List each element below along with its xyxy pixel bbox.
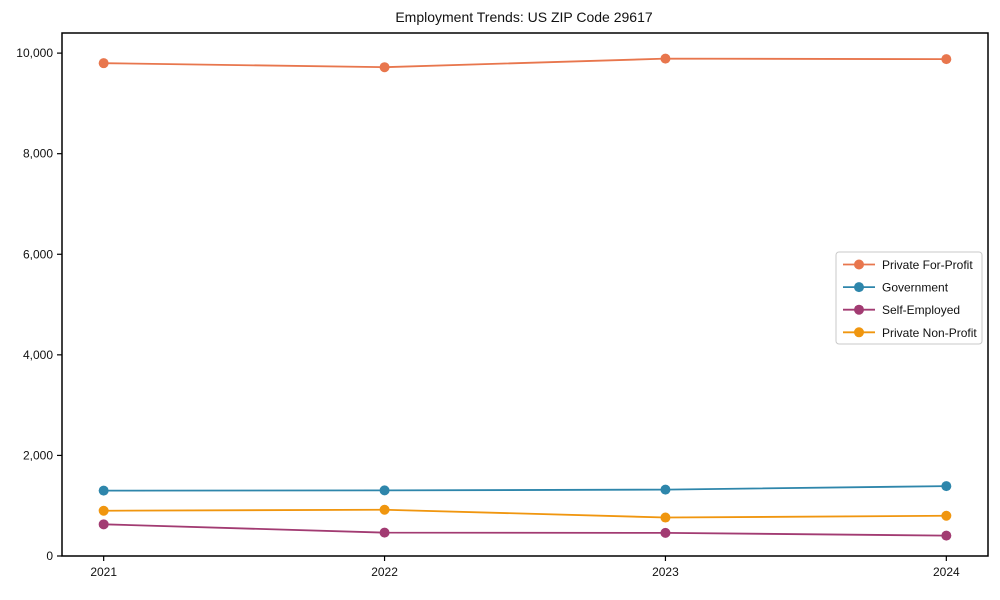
data-point-government-2023: [660, 484, 671, 495]
chart-title: Employment Trends: US ZIP Code 29617: [395, 9, 653, 25]
data-point-self-employed-2023: [660, 527, 671, 538]
plot-area: 0 2,000 4,000 6,000 8,000 10,000 2021 2022 2023 2…: [16, 32, 989, 579]
legend-marker-icon-private-non-profit: [854, 327, 864, 338]
data-point-private-for-profit-2022: [379, 62, 390, 73]
x-axis-tick-label: 2022: [371, 565, 398, 579]
series-line-private-non-profit: [103, 508, 947, 519]
legend-marker-icon-self-employed: [854, 304, 864, 315]
data-point-private-non-profit-2021: [98, 505, 109, 516]
legend-label-private-non-profit: Private Non-Profit: [882, 326, 977, 340]
x-axis-tick-label: 2024: [933, 565, 960, 579]
x-axis-tick-label: 2021: [90, 565, 117, 579]
data-point-private-non-profit-2024: [941, 510, 952, 521]
legend: Private For-Profit Government Self-Employe…: [835, 251, 983, 345]
data-point-private-for-profit-2021: [98, 58, 109, 69]
data-point-government-2022: [379, 485, 390, 496]
data-point-government-2021: [98, 485, 109, 496]
legend-label-private-for-profit: Private For-Profit: [882, 258, 973, 272]
data-point-self-employed-2021: [98, 519, 109, 530]
legend-marker-icon-private-for-profit: [854, 259, 864, 270]
y-axis-tick-label: 6,000: [23, 247, 53, 261]
legend-entry-private-for-profit: Private For-Profit: [843, 258, 973, 272]
data-point-self-employed-2024: [941, 530, 952, 541]
legend-entry-self-employed: Self-Employed: [843, 303, 960, 317]
y-axis-tick-label: 10,000: [16, 46, 53, 60]
legend-label-self-employed: Self-Employed: [882, 303, 960, 317]
data-point-private-non-profit-2022: [379, 504, 390, 515]
data-point-private-for-profit-2024: [941, 54, 952, 65]
plot-frame: [61, 32, 989, 557]
legend-box: [835, 251, 983, 345]
data-point-self-employed-2022: [379, 527, 390, 538]
y-axis-tick-label: 8,000: [23, 147, 53, 161]
series-line-self-employed: [103, 523, 947, 537]
legend-label-government: Government: [882, 281, 949, 295]
data-point-government-2024: [941, 481, 952, 492]
y-axis-tick-label: 2,000: [23, 448, 53, 462]
y-axis-tick-label: 4,000: [23, 348, 53, 362]
series-line-private-for-profit: [103, 57, 947, 69]
series-line-government: [103, 485, 947, 492]
legend-marker-icon-government: [854, 282, 864, 293]
y-axis-tick-label: 0: [46, 549, 53, 563]
x-axis-tick-label: 2023: [652, 565, 679, 579]
data-point-private-for-profit-2023: [660, 53, 671, 64]
data-point-private-non-profit-2023: [660, 512, 671, 523]
legend-entry-government: Government: [843, 281, 949, 295]
legend-entry-private-non-profit: Private Non-Profit: [843, 326, 977, 340]
